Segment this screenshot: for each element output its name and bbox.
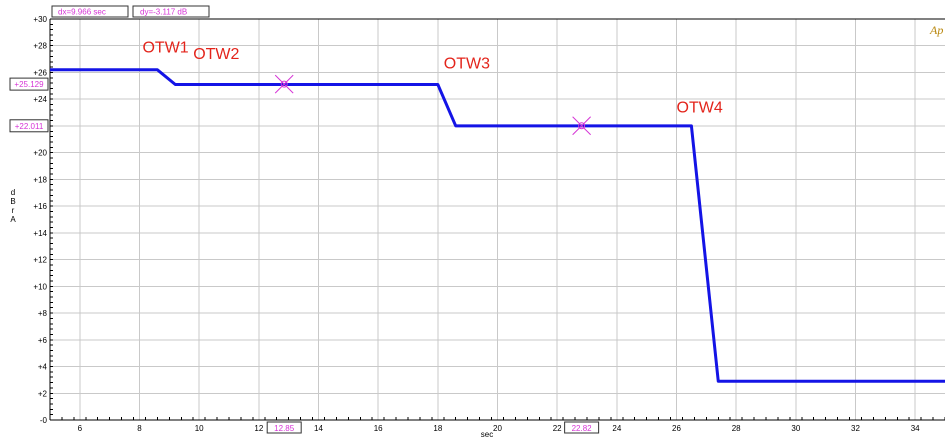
cursor-y-readout-box xyxy=(9,119,49,133)
cursor-x-readout-box xyxy=(266,421,302,434)
series-line xyxy=(50,68,945,383)
y-tick-label: +4 xyxy=(38,363,48,372)
axes xyxy=(49,18,945,421)
cursor-dot xyxy=(578,122,586,130)
x-tick-label: 10 xyxy=(195,424,204,433)
y-tick-label: +10 xyxy=(33,282,47,291)
annotation-label: OTW1 xyxy=(142,39,188,56)
cursor-cross-b xyxy=(572,116,591,136)
cursor-dot xyxy=(280,80,288,88)
y-tick-label: +30 xyxy=(33,15,47,24)
x-tick-label: 24 xyxy=(612,424,621,433)
grid xyxy=(50,18,945,421)
y-tick-label: +28 xyxy=(33,42,47,51)
y-axis-label-letter: d xyxy=(11,188,15,197)
dx-readout: dx=9.966 sec xyxy=(51,5,129,18)
cursor-y-readout: +22.011 xyxy=(9,119,49,133)
y-axis-label-letter: r xyxy=(12,206,15,215)
x-tick-label: 20 xyxy=(493,424,502,433)
x-tick-label: 32 xyxy=(851,424,860,433)
cursor-y-readout-box xyxy=(9,77,49,91)
dx-readout-text: dx=9.966 sec xyxy=(58,8,106,17)
x-tick-label: 30 xyxy=(791,424,800,433)
y-tick-label: +18 xyxy=(33,175,47,184)
cursors: +25.129 12.85 +22.011 22.82 xyxy=(9,74,600,434)
x-tick-label: 22 xyxy=(553,424,562,433)
cursor-y-readout: +25.129 xyxy=(9,77,49,91)
cursor-marker xyxy=(274,74,294,94)
cursor-x-readout: 12.85 xyxy=(266,421,302,434)
x-tick-label: 28 xyxy=(732,424,741,433)
x-tick-label: 18 xyxy=(433,424,442,433)
y-tick-label: +14 xyxy=(33,229,47,238)
y-tick-label: +8 xyxy=(38,309,48,318)
cursor-x-readout-text: 22.82 xyxy=(572,424,593,433)
cursor-y-readout-text: +25.129 xyxy=(14,80,44,89)
annotation-label: OTW3 xyxy=(444,55,490,72)
series xyxy=(50,68,945,383)
y-tick-label: +2 xyxy=(38,389,48,398)
annotation-label: OTW4 xyxy=(677,100,723,117)
y-tick-label: +20 xyxy=(33,149,47,158)
y-tick-label: +26 xyxy=(33,68,47,77)
x-tick-labels: 6 8 10 12 14 16 18 20 22 24 26 28 30 32 34 xyxy=(78,424,921,433)
x-axis-label: sec xyxy=(481,430,493,439)
x-tick-label: 12 xyxy=(254,424,263,433)
x-tick-label: 6 xyxy=(78,424,83,433)
x-tick-label: 14 xyxy=(314,424,323,433)
corner-logo-text: Ap xyxy=(929,23,943,37)
y-tick-label: +24 xyxy=(33,95,47,104)
cursor-marker xyxy=(572,116,591,136)
cursor-x-readout-text: 12.85 xyxy=(274,424,295,433)
annotations: OTW1 OTW2 OTW3 OTW4 xyxy=(142,39,722,116)
x-tick-label: 16 xyxy=(374,424,383,433)
y-tick-label: +12 xyxy=(33,256,47,265)
y-tick-label: +16 xyxy=(33,202,47,211)
x-tick-label: 34 xyxy=(911,424,920,433)
cursor-x-readout: 22.82 xyxy=(564,421,600,434)
y-tick-labels: -0+2+4+6+8+10+12+14+16+18+20+22+24+26+28… xyxy=(33,15,47,425)
y-axis-label-letter: A xyxy=(10,215,16,224)
y-tick-label: +6 xyxy=(38,336,48,345)
annotation-label: OTW2 xyxy=(193,46,239,63)
dy-readout-text: dy=-3.117 dB xyxy=(140,8,187,17)
x-tick-label: 8 xyxy=(137,424,142,433)
y-axis-label-letter: B xyxy=(10,197,15,206)
cursor-y-readout-text: +22.011 xyxy=(15,122,44,131)
dy-readout: dy=-3.117 dB xyxy=(132,5,210,18)
cursor-x-readout-box xyxy=(564,421,600,434)
cursor-cross-b xyxy=(274,74,294,94)
y-tick-label: -0 xyxy=(40,416,48,425)
x-tick-label: 26 xyxy=(672,424,681,433)
